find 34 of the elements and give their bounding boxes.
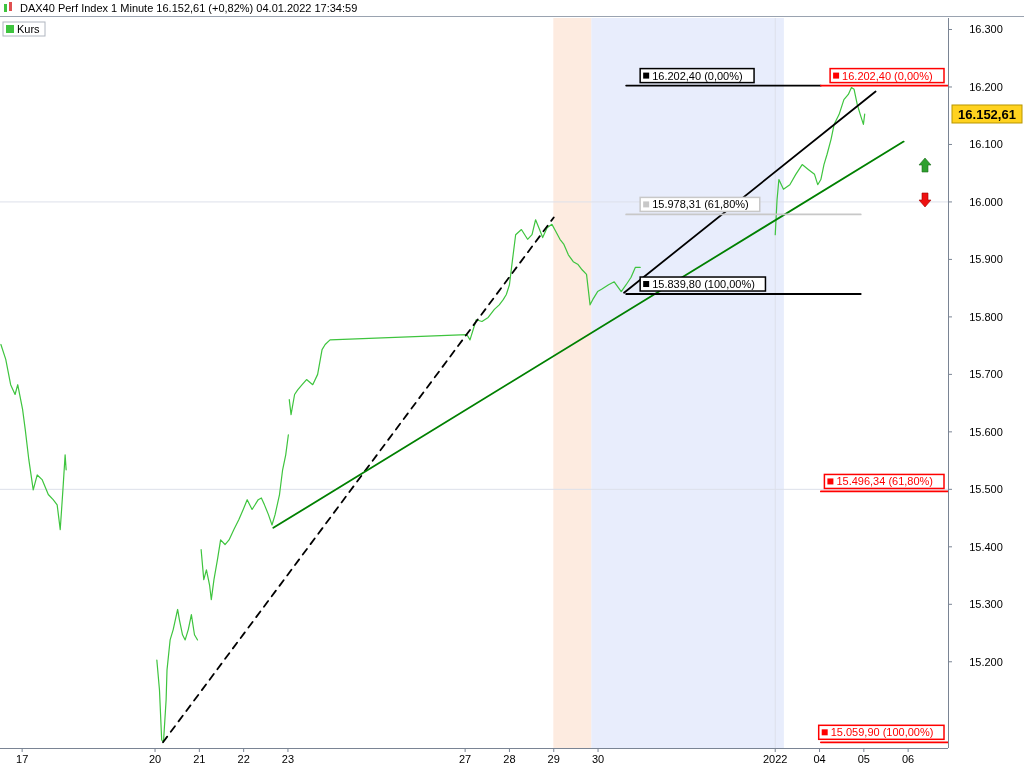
y-tick-label: 16.000	[969, 195, 1003, 208]
x-tick-label: 27	[459, 753, 472, 765]
x-tick-label: 20	[148, 753, 162, 765]
x-tick-label: 23	[281, 753, 295, 765]
y-tick-label: 15.900	[969, 253, 1003, 266]
y-tick-label: 15.300	[969, 598, 1003, 611]
x-tick-label: 05	[857, 753, 870, 765]
x-tick-label: 28	[503, 753, 516, 765]
x-tick-label: 29	[547, 753, 560, 765]
x-tick-label: 2022	[762, 753, 788, 765]
y-tick-label: 15.400	[969, 540, 1003, 553]
y-tick-label: 16.300	[969, 23, 1003, 36]
y-tick-label: 15.800	[969, 310, 1003, 323]
y-tick-label: 15.500	[969, 483, 1003, 496]
y-tick-label: 15.200	[969, 655, 1003, 668]
y-tick-label: 15.600	[969, 425, 1003, 438]
legend-label: 15.978,31 (61,80%)	[652, 198, 749, 211]
legend-label: 15.059,90 (100,00%)	[830, 726, 934, 739]
x-tick-label: 06	[902, 753, 915, 765]
legend-label: 16.202,40 (0,00%)	[652, 69, 743, 82]
text: 16.152,61	[958, 106, 1016, 122]
x-tick-label: 21	[193, 753, 206, 765]
y-tick-label: 15.700	[969, 368, 1003, 381]
y-tick-label: 16.100	[969, 138, 1003, 151]
x-tick-label: 30	[591, 753, 605, 765]
legend-label: Kurs	[17, 23, 41, 35]
chart-title: DAX40 Perf Index 1 Minute 16.152,61 (+0,82%) 04.01.2022 17:34:59	[20, 2, 358, 14]
legend-label: 15.839,80 (100,00%)	[652, 278, 755, 291]
x-tick-label: 04	[813, 753, 826, 765]
x-tick-label: 22	[237, 753, 250, 765]
x-tick-label: 17	[16, 753, 29, 765]
legend-label: 16.202,40 (0,00%)	[842, 69, 933, 82]
y-tick-label: 16.200	[969, 80, 1003, 93]
legend-label: 15.496,34 (61,80%)	[836, 475, 934, 488]
